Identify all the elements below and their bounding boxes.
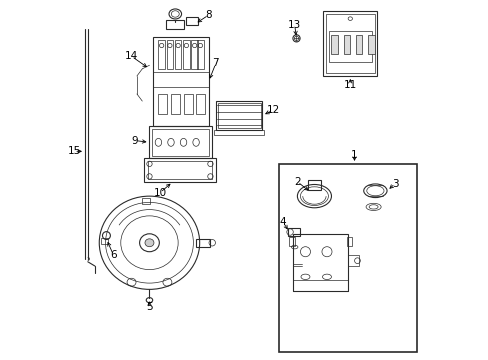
Text: 14: 14 <box>124 51 138 61</box>
Text: 1: 1 <box>350 150 357 160</box>
Text: 15: 15 <box>67 146 81 156</box>
Bar <box>346 237 351 246</box>
Bar <box>367 35 374 54</box>
Text: 2: 2 <box>294 177 300 187</box>
Bar <box>147 161 212 179</box>
Bar <box>330 35 337 54</box>
Bar <box>175 40 181 69</box>
Bar <box>101 238 108 244</box>
Bar <box>214 130 264 135</box>
Text: 3: 3 <box>391 179 398 189</box>
Text: 9: 9 <box>132 136 138 145</box>
Text: 6: 6 <box>110 250 117 260</box>
Bar <box>287 228 300 236</box>
Bar <box>292 280 348 291</box>
Bar <box>217 103 260 128</box>
Bar <box>325 14 374 73</box>
Bar <box>191 40 198 69</box>
Text: 4: 4 <box>279 217 286 227</box>
Text: 8: 8 <box>205 10 211 20</box>
Bar <box>343 35 349 54</box>
Bar <box>197 40 203 69</box>
Bar <box>348 255 359 266</box>
Bar <box>142 198 150 204</box>
Text: 5: 5 <box>146 302 152 312</box>
Bar <box>307 180 320 190</box>
Bar <box>166 40 173 69</box>
Bar <box>183 94 192 114</box>
Bar <box>153 37 208 126</box>
Bar <box>292 234 348 291</box>
Ellipse shape <box>144 239 154 247</box>
Bar <box>166 21 184 30</box>
Text: 11: 11 <box>343 80 356 90</box>
Bar <box>323 12 376 76</box>
Text: 7: 7 <box>212 58 219 68</box>
Bar <box>278 164 416 352</box>
Bar <box>152 129 209 156</box>
Bar <box>158 94 167 114</box>
Bar <box>328 31 371 62</box>
Text: 10: 10 <box>153 188 166 198</box>
Bar <box>144 158 215 182</box>
Bar <box>196 94 204 114</box>
Text: 13: 13 <box>287 20 301 30</box>
Bar <box>149 126 212 158</box>
Bar <box>355 35 362 54</box>
Bar <box>215 101 262 130</box>
Bar <box>185 17 197 25</box>
Bar <box>196 239 210 247</box>
Bar <box>171 94 180 114</box>
Bar <box>158 40 164 69</box>
Bar <box>183 40 189 69</box>
Text: 12: 12 <box>266 105 279 115</box>
Bar <box>289 237 294 246</box>
